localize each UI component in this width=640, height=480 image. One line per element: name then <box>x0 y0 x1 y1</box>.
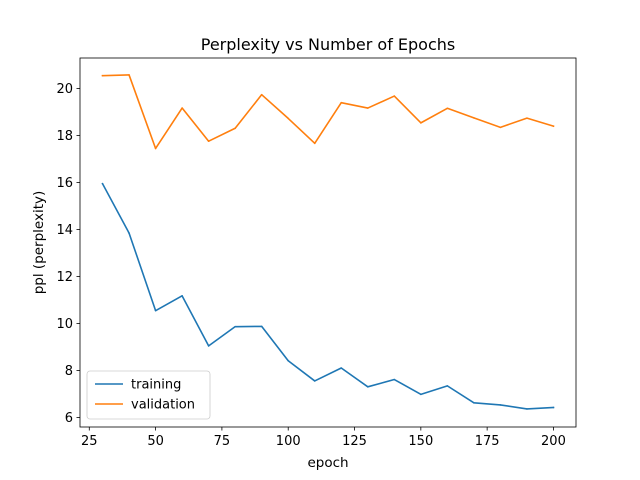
data-point-validation <box>552 125 555 127</box>
series-layer <box>101 74 555 410</box>
data-point-training <box>207 345 210 347</box>
y-axis-label: ppl (perplexity) <box>31 191 47 295</box>
data-point-validation <box>473 117 475 119</box>
data-point-training <box>234 325 236 328</box>
data-point-training <box>287 359 290 362</box>
y-tick-label: 6 <box>65 411 73 426</box>
data-point-training <box>340 367 343 369</box>
y-tick-label: 20 <box>56 82 73 97</box>
data-point-validation <box>101 74 104 77</box>
x-tick-label: 175 <box>475 434 500 449</box>
data-point-validation <box>128 74 130 76</box>
data-point-validation <box>366 107 369 109</box>
y-tick-label: 8 <box>65 364 73 379</box>
plot-background <box>80 58 576 427</box>
data-point-training <box>101 182 104 185</box>
data-point-training <box>154 309 157 312</box>
data-point-training <box>393 378 396 381</box>
series-line-validation <box>101 74 555 150</box>
x-tick-label: 150 <box>408 434 433 449</box>
x-tick-label: 200 <box>541 434 566 449</box>
data-point-training <box>552 406 555 409</box>
data-point-training <box>181 295 183 297</box>
series-line-training <box>101 182 555 410</box>
data-point-validation <box>234 127 236 130</box>
data-point-validation <box>446 107 449 110</box>
data-point-training <box>366 386 369 388</box>
plot-area <box>80 58 576 427</box>
legend-label-validation: validation <box>131 398 195 413</box>
data-point-training <box>499 404 502 406</box>
x-tick-label: 75 <box>214 434 231 449</box>
x-axis: 25 50 75 100 125 150 175 200 <box>81 427 566 449</box>
data-point-validation <box>207 140 210 142</box>
legend: training validation <box>86 370 211 420</box>
y-axis: 6 8 10 12 14 16 18 20 <box>56 82 80 426</box>
data-point-validation <box>287 117 290 120</box>
x-tick-label: 25 <box>81 434 98 449</box>
data-point-training <box>473 401 475 404</box>
data-point-training <box>128 232 130 234</box>
y-tick-label: 14 <box>56 223 73 238</box>
data-point-validation <box>260 93 263 96</box>
data-point-training <box>420 393 422 396</box>
data-point-validation <box>526 117 528 119</box>
legend-label-training: training <box>131 378 181 393</box>
data-point-validation <box>181 107 183 109</box>
y-tick-label: 18 <box>56 129 73 144</box>
y-tick-label: 10 <box>56 317 73 332</box>
data-point-training <box>446 385 449 387</box>
data-point-validation <box>499 126 502 129</box>
y-tick-label: 16 <box>56 176 73 191</box>
data-point-validation <box>313 142 316 145</box>
data-point-validation <box>154 147 157 150</box>
y-tick-label: 12 <box>56 270 73 285</box>
data-point-training <box>260 325 263 328</box>
legend-box <box>86 370 211 420</box>
data-point-validation <box>420 122 422 124</box>
x-tick-label: 125 <box>342 434 367 449</box>
data-point-training <box>313 380 316 382</box>
data-point-validation <box>340 101 343 104</box>
x-axis-label: epoch <box>307 455 348 471</box>
x-tick-label: 100 <box>276 434 301 449</box>
data-point-validation <box>393 95 396 97</box>
chart-title: Perplexity vs Number of Epochs <box>201 35 456 54</box>
plot-frame <box>79 57 577 428</box>
x-tick-label: 50 <box>147 434 164 449</box>
data-point-training <box>526 408 528 410</box>
